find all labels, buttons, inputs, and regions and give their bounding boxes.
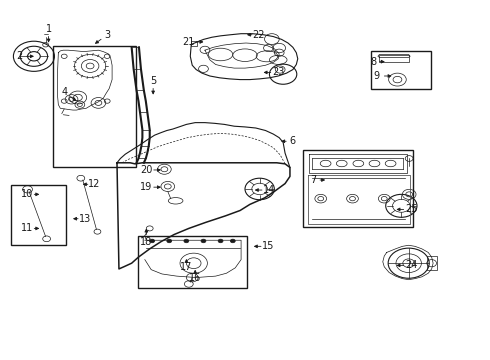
Text: 24: 24 — [405, 260, 417, 270]
Text: 5: 5 — [150, 76, 156, 86]
Text: 10: 10 — [22, 189, 34, 199]
Bar — [379, 55, 409, 62]
Bar — [427, 256, 437, 270]
Bar — [53, 45, 136, 167]
Text: 17: 17 — [180, 262, 193, 272]
Bar — [303, 149, 413, 226]
Bar — [371, 51, 431, 89]
Text: 18: 18 — [140, 237, 152, 247]
Text: 25: 25 — [405, 204, 417, 215]
Text: 16: 16 — [189, 273, 201, 283]
Text: 23: 23 — [272, 67, 284, 77]
Circle shape — [167, 239, 172, 243]
Text: 4: 4 — [61, 87, 67, 97]
Circle shape — [218, 239, 223, 243]
Text: 20: 20 — [140, 165, 152, 175]
Circle shape — [230, 239, 235, 243]
Text: 21: 21 — [183, 37, 195, 47]
Text: 14: 14 — [263, 185, 275, 195]
Bar — [191, 41, 197, 45]
Text: 13: 13 — [78, 214, 91, 224]
Text: 11: 11 — [22, 224, 34, 233]
Text: 15: 15 — [262, 241, 274, 251]
Text: 22: 22 — [252, 30, 265, 40]
Text: 8: 8 — [370, 57, 376, 67]
Text: 3: 3 — [104, 30, 110, 40]
Text: 2: 2 — [16, 51, 23, 61]
Text: 9: 9 — [374, 71, 380, 81]
Text: 19: 19 — [140, 182, 152, 192]
Circle shape — [184, 239, 189, 243]
Text: 12: 12 — [88, 179, 101, 189]
Text: 7: 7 — [310, 175, 317, 185]
Circle shape — [150, 239, 155, 243]
Circle shape — [201, 239, 206, 243]
Bar — [11, 185, 66, 244]
Text: 6: 6 — [290, 136, 296, 146]
Text: 1: 1 — [46, 24, 51, 35]
Bar — [139, 235, 247, 288]
